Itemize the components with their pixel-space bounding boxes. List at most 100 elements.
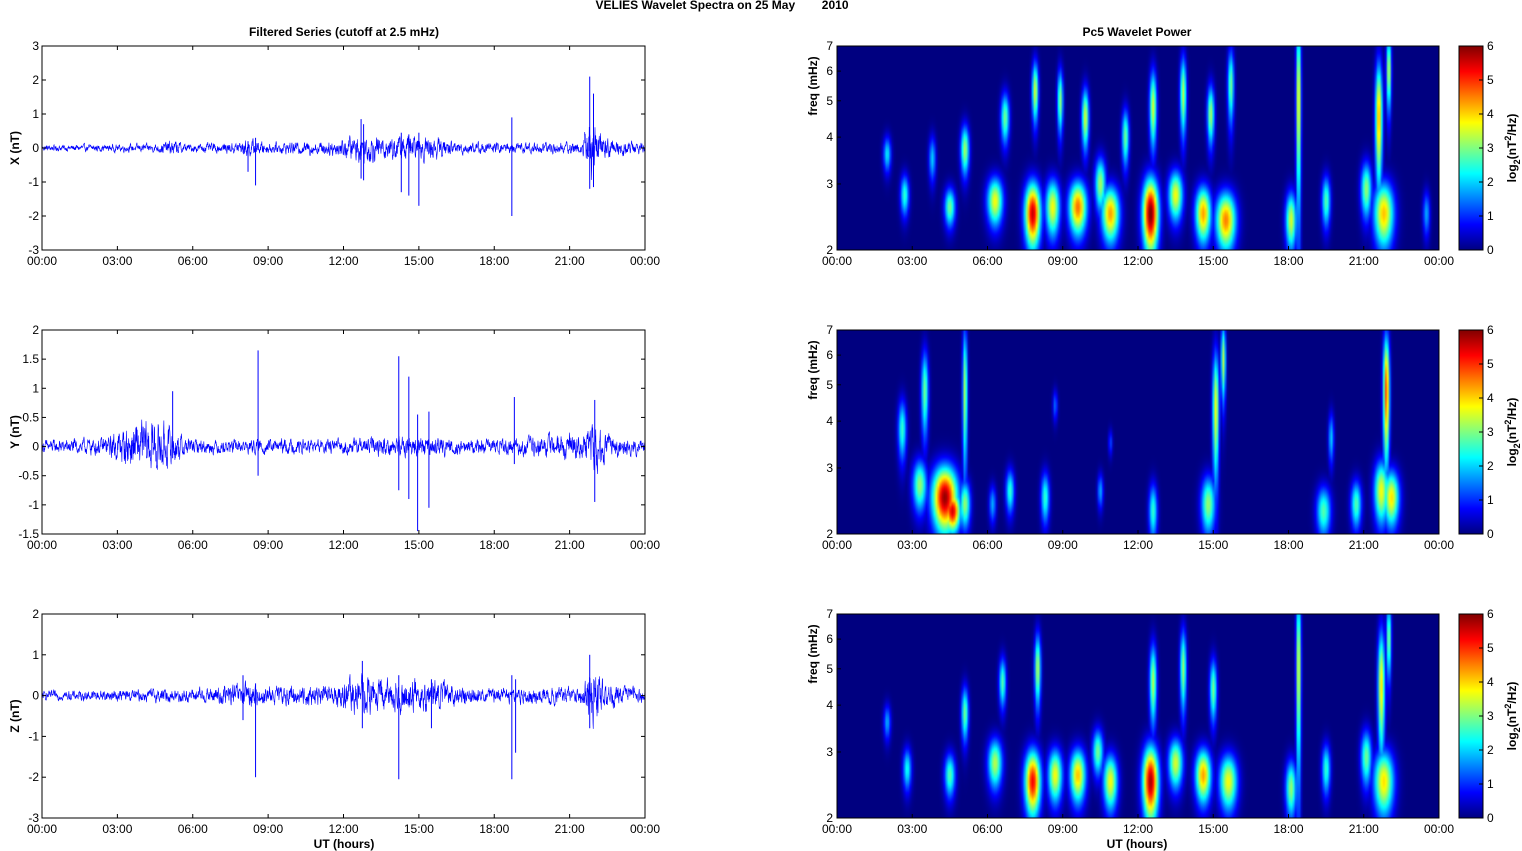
wavelet-x-x-tick-label: 21:00 [1349,254,1379,268]
wavelet-x-colorbar-tick-label: 3 [1487,141,1494,155]
wavelet-x-colorbar-label-part: 2 [1512,159,1522,164]
series-x-x-tick-label: 09:00 [253,254,283,268]
series-x-y-tick-label: -1 [28,175,39,189]
series-y-x-tick-label: 21:00 [555,538,585,552]
series-y-x-tick-label: 18:00 [479,538,509,552]
series-z-x-tick-label: 15:00 [404,822,434,836]
series-z-x-tick-label: 06:00 [178,822,208,836]
wavelet-x-x-tick-label: 15:00 [1198,254,1228,268]
series-y-y-tick-label: 1.5 [22,352,39,366]
wavelet-z-y-tick-label: 4 [826,698,833,712]
series-y-y-tick-label: 2 [32,323,39,337]
wavelet-y-x-tick-label: 12:00 [1123,538,1153,552]
series-x-x-tick-label: 21:00 [555,254,585,268]
series-z-x-tick-label: 00:00 [630,822,660,836]
wavelet-z-x-tick-label: 18:00 [1273,822,1303,836]
series-z-y-tick-label: -2 [28,770,39,784]
wavelet-z-colorbar-label-part: (nT [1505,708,1519,727]
wavelet-y-colorbar-label: log2(nT2/Hz) [1503,398,1522,467]
right-column-title: Pc5 Wavelet Power [1083,25,1192,39]
series-z-trace [41,673,646,729]
left-x-axis-title: UT (hours) [314,837,375,851]
series-z-x-tick-label: 21:00 [555,822,585,836]
series-x-x-tick-label: 00:00 [27,254,57,268]
wavelet-x-colorbar-label-part: log [1505,164,1519,182]
wavelet-y-power-image [837,330,1439,534]
wavelet-y-x-tick-label: 15:00 [1198,538,1228,552]
wavelet-x-colorbar-tick-label: 2 [1487,175,1494,189]
wavelet-z-colorbar-label-part: /Hz) [1505,682,1519,704]
wavelet-x-x-tick-label: 18:00 [1273,254,1303,268]
wavelet-x-colorbar-tick-label: 0 [1487,243,1494,257]
series-y-x-tick-label: 15:00 [404,538,434,552]
series-y-y-tick-label: -0.5 [18,469,39,483]
wavelet-z-colorbar-label-part: log [1505,732,1519,750]
wavelet-z-colorbar-tick-label: 3 [1487,709,1494,723]
wavelet-x-y-tick-label: 6 [826,64,833,78]
wavelet-z-y-tick-label: 5 [826,662,833,676]
wavelet-z-colorbar-tick-label: 4 [1487,675,1494,689]
series-x-x-tick-label: 12:00 [328,254,358,268]
series-z-x-tick-label: 09:00 [253,822,283,836]
wavelet-y-colorbar-label-part: log [1505,448,1519,466]
series-y-x-tick-label: 12:00 [328,538,358,552]
wavelet-z-colorbar-label-part: 2 [1512,727,1522,732]
series-x-y-tick-label: 1 [32,107,39,121]
wavelet-x-colorbar-tick-label: 6 [1487,39,1494,53]
series-z-x-tick-label: 18:00 [479,822,509,836]
wavelet-z-colorbar-label-part: 2 [1503,704,1513,709]
series-z-x-tick-label: 12:00 [328,822,358,836]
series-z-y-tick-label: 2 [32,607,39,621]
wavelet-x-y-tick-label: 3 [826,177,833,191]
wavelet-y-colorbar-tick-label: 0 [1487,527,1494,541]
wavelet-y-colorbar-label-part: /Hz) [1505,398,1519,420]
wavelet-y-colorbar-tick-label: 4 [1487,391,1494,405]
wavelet-x-colorbar-tick-label: 5 [1487,73,1494,87]
series-z-plot-area [42,614,645,818]
wavelet-y-y-tick-label: 4 [826,414,833,428]
series-x-x-tick-label: 06:00 [178,254,208,268]
series-z-y-tick-label: -1 [28,729,39,743]
series-z-x-tick-label: 00:00 [27,822,57,836]
wavelet-z-colorbar-tick-label: 0 [1487,811,1494,825]
wavelet-z-x-tick-label: 03:00 [897,822,927,836]
wavelet-z-x-tick-label: 12:00 [1123,822,1153,836]
series-x-y-axis-label: X (nT) [8,131,22,165]
wavelet-y-y-tick-label: 5 [826,378,833,392]
wavelet-z-y-tick-label: 2 [826,811,833,825]
wavelet-y-y-tick-label: 3 [826,461,833,475]
series-x-x-tick-label: 00:00 [630,254,660,268]
series-z-y-tick-label: 0 [32,689,39,703]
wavelet-z-y-axis-label: freq (mHz) [806,624,820,683]
series-x-x-tick-label: 15:00 [404,254,434,268]
wavelet-x-x-tick-label: 09:00 [1048,254,1078,268]
wavelet-y-colorbar-label-part: 2 [1512,443,1522,448]
wavelet-z-x-tick-label: 00:00 [1424,822,1454,836]
wavelet-y-x-tick-label: 06:00 [972,538,1002,552]
wavelet-z-y-tick-label: 3 [826,745,833,759]
series-y-x-tick-label: 03:00 [102,538,132,552]
series-y-y-tick-label: 0 [32,440,39,454]
wavelet-x-x-tick-label: 03:00 [897,254,927,268]
wavelet-y-x-tick-label: 00:00 [1424,538,1454,552]
wavelet-x-y-tick-label: 5 [826,94,833,108]
wavelet-x-y-axis-label: freq (mHz) [806,56,820,115]
wavelet-z-y-tick-label: 6 [826,632,833,646]
wavelet-x-colorbar-tick-label: 1 [1487,209,1494,223]
wavelet-x-colorbar-label-part: (nT [1505,140,1519,159]
wavelet-y-colorbar-label-part: (nT [1505,424,1519,443]
series-y-plot-area [42,330,645,534]
wavelet-y-x-tick-label: 00:00 [822,538,852,552]
figure-title: VELIES Wavelet Spectra on 25 May 2010 [596,0,849,12]
wavelet-y-colorbar-tick-label: 1 [1487,493,1494,507]
series-y-x-tick-label: 06:00 [178,538,208,552]
series-y-y-tick-label: 0.5 [22,410,39,424]
series-z-y-axis-label: Z (nT) [8,699,22,732]
wavelet-x-colorbar-tick-label: 4 [1487,107,1494,121]
wavelet-z-x-tick-label: 06:00 [972,822,1002,836]
wavelet-x-x-tick-label: 00:00 [822,254,852,268]
wavelet-y-y-tick-label: 2 [826,527,833,541]
series-z-y-tick-label: 1 [32,648,39,662]
wavelet-y-x-tick-label: 09:00 [1048,538,1078,552]
